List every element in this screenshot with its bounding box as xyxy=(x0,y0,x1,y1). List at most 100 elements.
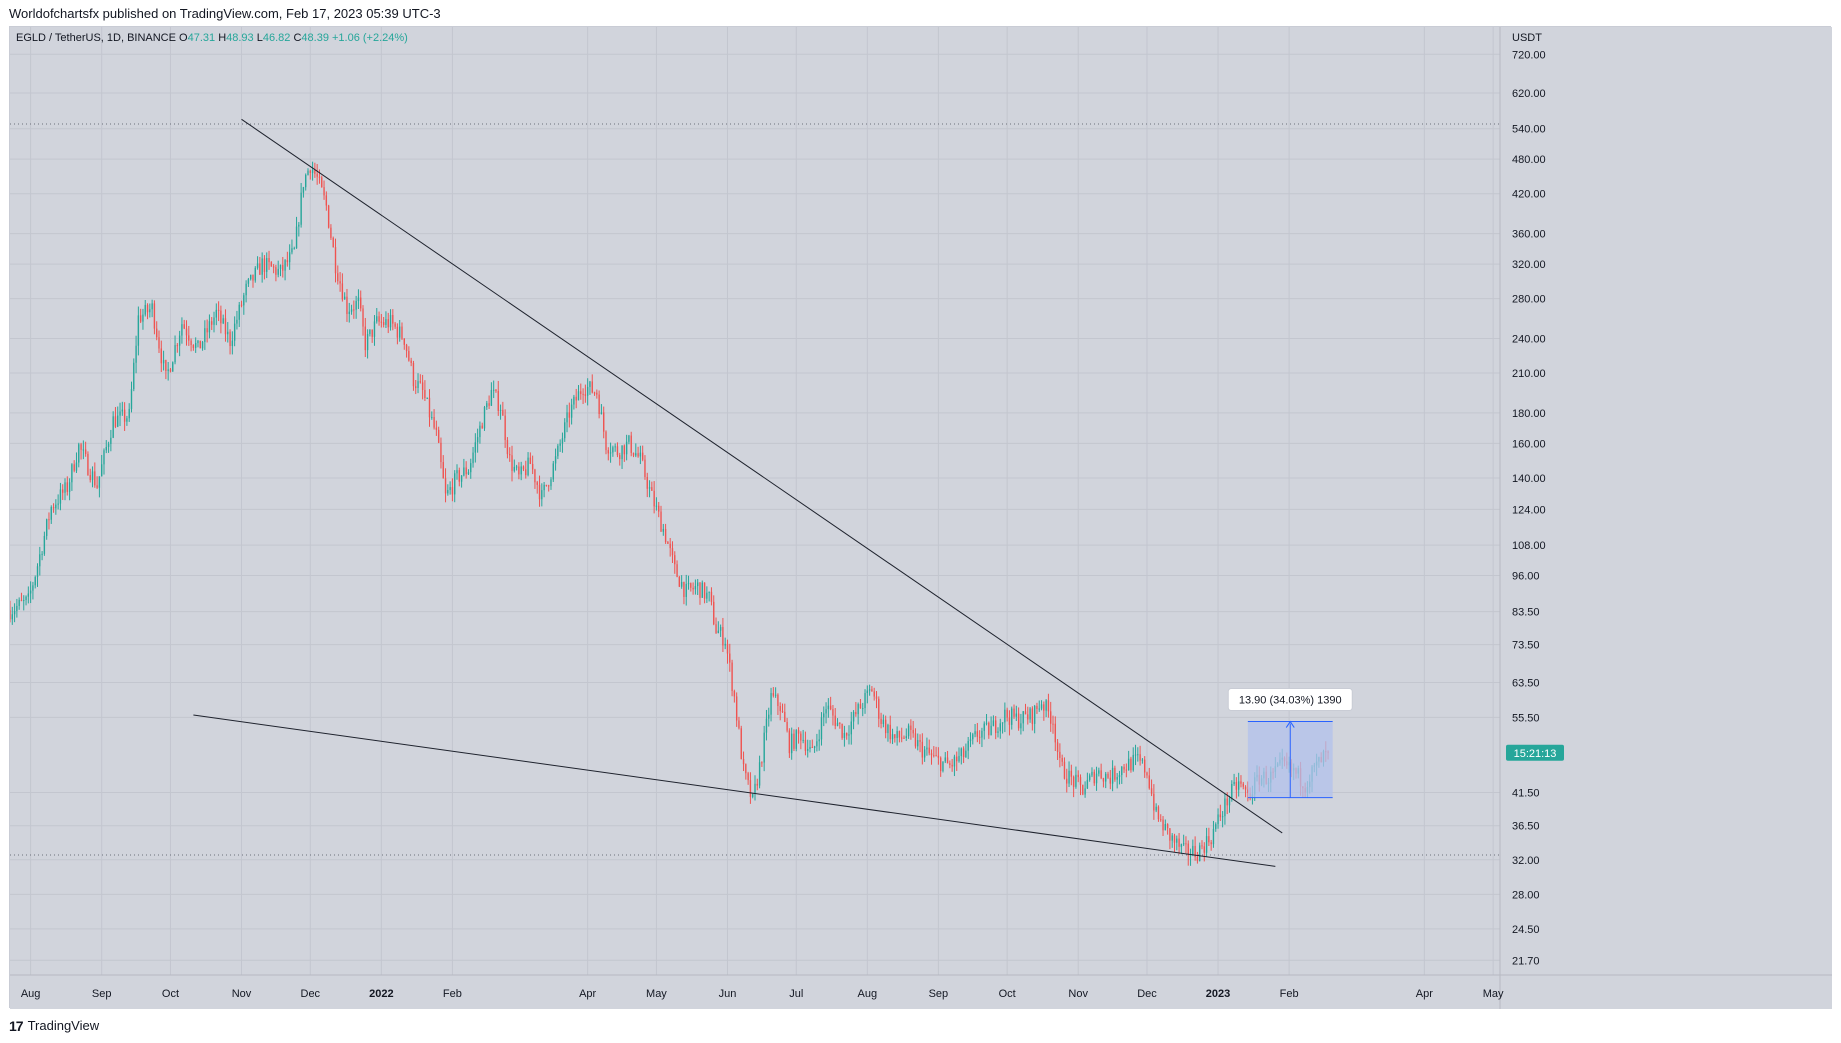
candle-body xyxy=(291,248,293,253)
candle-body xyxy=(378,316,380,322)
candle-body xyxy=(64,482,66,493)
candle-body xyxy=(444,478,447,494)
candle-body xyxy=(1068,770,1070,784)
tradingview-logo-icon: 17 xyxy=(9,1018,24,1034)
candle-body xyxy=(699,582,701,598)
time-tick-label: Nov xyxy=(1068,988,1088,1000)
time-tick-label: Apr xyxy=(1416,988,1433,1000)
candle-body xyxy=(1091,771,1093,776)
candle-body xyxy=(548,485,550,487)
candle-body xyxy=(80,444,82,450)
candle-body xyxy=(50,506,52,520)
candle-body xyxy=(16,605,18,611)
candle-body xyxy=(653,490,655,507)
candle-body xyxy=(1100,770,1102,779)
chart-panel[interactable]: 13.90 (34.03%) 1390 EGLD / TetherUS, 1D, … xyxy=(9,26,1832,1009)
price-tick-label: 420.00 xyxy=(1512,189,1546,201)
candle-body xyxy=(552,463,554,480)
candle-body xyxy=(1132,754,1134,771)
candle-body xyxy=(616,446,619,456)
candle-body xyxy=(323,187,325,196)
candle-body xyxy=(211,321,213,325)
candle-body xyxy=(366,334,369,351)
time-tick-label: Feb xyxy=(1280,988,1299,1000)
candle-body xyxy=(364,326,366,351)
candle-body xyxy=(78,444,80,463)
candle-body xyxy=(318,176,321,178)
candle-body xyxy=(96,485,98,488)
candle-body xyxy=(1219,814,1222,818)
candle-body xyxy=(506,440,509,455)
candle-body xyxy=(1095,773,1098,784)
candle-body xyxy=(520,466,522,475)
candle-body xyxy=(405,344,408,351)
candle-body xyxy=(1105,773,1107,782)
candle-body xyxy=(399,326,401,338)
candle-body xyxy=(978,736,981,738)
candle-body xyxy=(862,708,864,710)
candle-body xyxy=(284,260,286,271)
candle-body xyxy=(1182,843,1185,845)
candle-body xyxy=(584,394,587,396)
candle-body xyxy=(903,737,905,739)
candle-body xyxy=(52,506,55,509)
candle-body xyxy=(522,466,525,470)
candle-body xyxy=(630,435,632,453)
candle-body xyxy=(619,455,621,460)
candle-body xyxy=(11,614,13,620)
candle-body xyxy=(786,722,788,731)
candle-body xyxy=(1208,836,1210,843)
candle-body xyxy=(295,226,298,249)
candle-body xyxy=(488,403,490,406)
candle-body xyxy=(369,329,371,335)
price-tick-label: 55.50 xyxy=(1512,712,1540,724)
candle-body xyxy=(1056,742,1059,752)
candle-body xyxy=(1082,784,1084,795)
candle-body xyxy=(1107,773,1109,778)
candle-body xyxy=(263,258,266,272)
candle-body xyxy=(174,345,176,363)
candle-body xyxy=(1139,754,1141,761)
candle-body xyxy=(259,263,261,275)
candle-body xyxy=(185,328,188,336)
candle-body xyxy=(302,187,305,193)
candle-body xyxy=(550,479,552,487)
candle-body xyxy=(1059,751,1061,758)
candle-body xyxy=(41,553,43,555)
candle-body xyxy=(311,169,314,173)
candle-body xyxy=(13,610,16,615)
candle-body xyxy=(818,739,820,742)
candle-body xyxy=(472,452,474,464)
candle-body xyxy=(497,390,499,411)
candle-body xyxy=(114,416,117,427)
candle-body xyxy=(1185,843,1187,845)
candle-body xyxy=(1157,806,1160,820)
candle-body xyxy=(476,437,479,443)
candle-body xyxy=(793,733,795,749)
candle-body xyxy=(10,610,11,620)
candle-body xyxy=(632,452,635,456)
candle-body xyxy=(1093,771,1095,784)
candle-body xyxy=(846,732,848,736)
candle-body xyxy=(660,511,662,532)
candle-body xyxy=(139,315,142,322)
time-tick-label: May xyxy=(646,988,667,1000)
candle-body xyxy=(1203,846,1205,853)
candle-body xyxy=(752,794,754,797)
price-chart[interactable]: 13.90 (34.03%) 1390 EGLD / TetherUS, 1D, … xyxy=(10,27,1832,1009)
candle-body xyxy=(596,392,598,395)
candle-body xyxy=(1118,775,1121,778)
candle-body xyxy=(871,689,873,692)
candle-body xyxy=(797,730,800,734)
candle-body xyxy=(967,740,969,751)
candle-body xyxy=(1063,761,1066,779)
candle-body xyxy=(1045,700,1047,711)
candle-body xyxy=(513,466,515,471)
candle-body xyxy=(674,555,676,565)
candle-body xyxy=(300,192,302,225)
price-tick-label: 160.00 xyxy=(1512,438,1546,450)
candle-body xyxy=(119,411,121,416)
candle-body xyxy=(103,450,105,465)
candle-body xyxy=(206,328,208,333)
candle-body xyxy=(1130,758,1132,771)
